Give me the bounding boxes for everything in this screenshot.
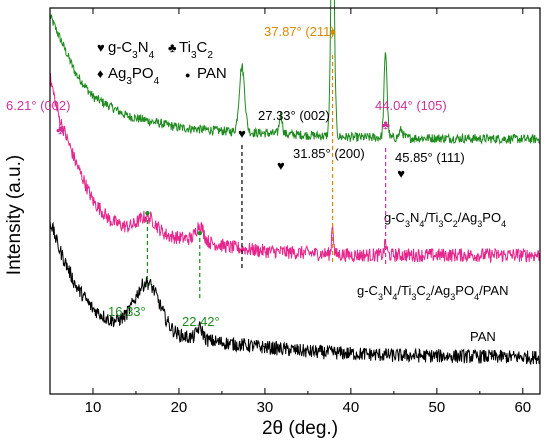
peak-label: 6.21° (002) (6, 98, 70, 113)
peak-label: 16.33° (108, 304, 146, 319)
annotations: ♣ ♥ ♥ ♦ ♣ ♥ ● ● 6.21° (002) 27.33° (002) 31.85° (2… (6, 24, 465, 329)
g-c3n4-marker: ♥ (277, 158, 285, 173)
x-axis-label: 2θ (deg.) (262, 418, 338, 439)
ti3c2-marker: ♣ (56, 122, 65, 137)
legend-label: Ti3C2 (179, 39, 213, 61)
x-tick-label: 30 (257, 399, 274, 416)
legend-label: g-C3N4 (108, 39, 155, 61)
peak-label: 31.85° (200) (293, 146, 365, 161)
g-c3n4-marker: ♥ (397, 166, 405, 181)
x-tick-label: 60 (514, 399, 531, 416)
x-tick-label: 20 (171, 399, 188, 416)
peak-label: 37.87° (211) (264, 24, 335, 39)
x-tick-label: 40 (343, 399, 360, 416)
series-line-1 (49, 73, 540, 264)
ag3po4-marker: ♦ (329, 24, 336, 39)
peak-label: 22.42° (182, 314, 220, 329)
ti3c2-marker: ♣ (381, 117, 390, 132)
plot-area (49, 0, 540, 366)
peak-label: 45.85° (111) (395, 150, 465, 165)
series-label: PAN (470, 329, 496, 344)
legend-symbol: ♦ (97, 66, 104, 81)
peak-label: 27.33° (002) (258, 108, 330, 123)
legend-symbol: ♣ (168, 40, 177, 55)
series-label: g-C3N4/Ti3C2/Ag3PO4/PAN (357, 283, 509, 302)
x-tick-label: 50 (428, 399, 445, 416)
pan-marker: ● (144, 208, 150, 219)
series-line-2 (49, 221, 540, 366)
legend-symbol: ● (185, 70, 190, 80)
plot-frame (49, 7, 541, 395)
peak-label: 44.04° (105) (375, 98, 447, 113)
legend-symbol: ♥ (97, 40, 105, 55)
y-axis-label: Intensity (a.u.) (4, 155, 25, 275)
legend-label: PAN (197, 65, 227, 82)
pan-marker: ● (197, 228, 203, 239)
legend: ♥ g-C3N4 ♣ Ti3C2 ♦ Ag3PO4 ● PAN (97, 39, 227, 87)
x-tick-label: 10 (85, 399, 102, 416)
series-line-0 (49, 0, 540, 145)
g-c3n4-marker: ♥ (238, 126, 246, 141)
legend-label: Ag3PO4 (108, 65, 160, 87)
series-label: g-C3N4/Ti3C2/Ag3PO4 (384, 210, 506, 229)
